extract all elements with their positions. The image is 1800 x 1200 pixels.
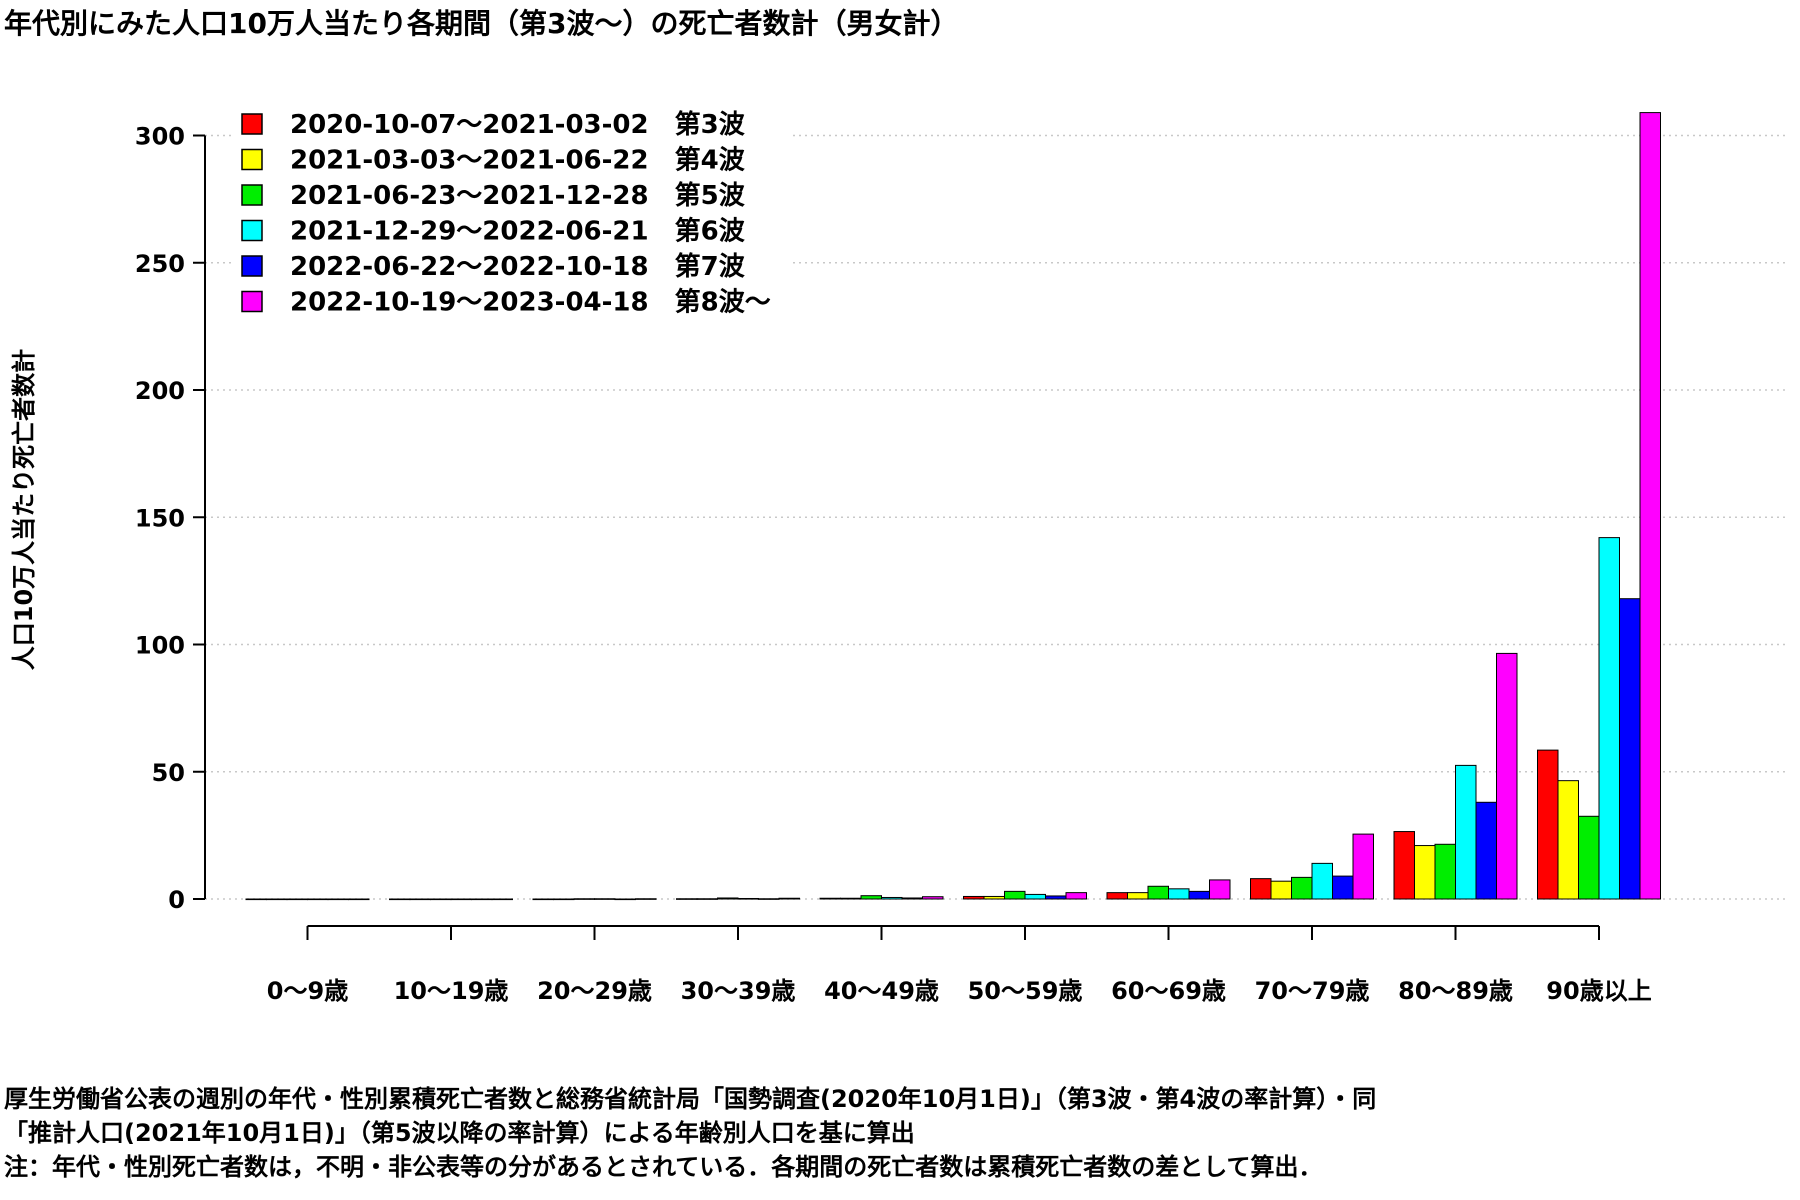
- x-tick-label: 30～39歳: [681, 977, 796, 1005]
- x-tick-label: 60～69歳: [1111, 977, 1226, 1005]
- bar-chart: 0 50 100 150 200 250 300 人口10万人当たり死亡者数計 0～9歳 10～1…: [10, 98, 1785, 1005]
- bar: [1024, 893, 1046, 900]
- bar: [860, 895, 882, 900]
- legend-swatch: [241, 255, 263, 277]
- legend-label: 2021-12-29～2022-06-21 第6波: [290, 216, 746, 247]
- bar: [1250, 878, 1272, 900]
- bar: [922, 896, 944, 900]
- bar: [553, 898, 575, 901]
- bar: [409, 898, 431, 901]
- bar: [1270, 880, 1292, 900]
- x-tick-label: 10～19歳: [394, 977, 509, 1005]
- legend-label: 2021-06-23～2021-12-28 第5波: [290, 180, 746, 211]
- bar: [450, 898, 472, 901]
- bar: [1619, 598, 1641, 900]
- legend-label: 2022-06-22～2022-10-18 第7波: [290, 251, 746, 282]
- x-tick-label: 20～29歳: [537, 977, 652, 1005]
- bar: [819, 897, 841, 900]
- bar: [1291, 876, 1313, 900]
- bar: [491, 898, 513, 901]
- bar: [1598, 537, 1620, 900]
- bar: [307, 898, 329, 901]
- bar: [1332, 875, 1354, 900]
- bar: [1557, 780, 1579, 900]
- bar: [696, 898, 718, 900]
- source-note-line-2: 「推計人口(2021年10月1日)」（第5波以降の率計算）による年齢別人口を基に…: [4, 1119, 915, 1147]
- bar: [1352, 833, 1374, 900]
- y-tick-label: 100: [135, 632, 185, 660]
- bar: [1434, 843, 1456, 900]
- bar: [1537, 749, 1559, 900]
- bar: [1393, 831, 1415, 900]
- bar: [327, 898, 349, 901]
- source-notes: 厚生労働省公表の週別の年代・性別累積死亡者数と総務省統計局「国勢調査(2020年…: [4, 1082, 1376, 1184]
- bar: [1496, 652, 1518, 900]
- bar: [1127, 892, 1149, 900]
- y-tick-label: 200: [135, 377, 185, 405]
- bar: [471, 898, 493, 901]
- bar: [1414, 845, 1436, 900]
- bar: [983, 895, 1005, 900]
- bar: [286, 898, 308, 901]
- bar: [1065, 892, 1087, 900]
- bar: [737, 897, 759, 900]
- bar: [1188, 890, 1210, 900]
- x-tick-label: 50～59歳: [968, 977, 1083, 1005]
- bar: [778, 897, 800, 900]
- bar: [1209, 879, 1231, 900]
- y-tick-label: 50: [152, 759, 185, 787]
- legend-swatch: [241, 184, 263, 206]
- y-axis-label: 人口10万人当たり死亡者数計: [10, 349, 38, 670]
- legend-swatch: [241, 290, 263, 313]
- bar: [532, 898, 554, 901]
- y-tick-label: 0: [168, 886, 185, 914]
- legend-label: 2021-03-03～2021-06-22 第4波: [290, 145, 746, 176]
- bar: [1004, 890, 1026, 900]
- bar: [348, 898, 370, 901]
- legend-label: 2020-10-07～2021-03-02 第3波: [290, 109, 746, 140]
- bar: [717, 897, 739, 900]
- bar: [1475, 801, 1497, 900]
- bar: [635, 898, 657, 900]
- bar: [573, 898, 595, 900]
- bar: [840, 897, 862, 900]
- disclaimer-note: 注：年代・性別死亡者数は，不明・非公表等の分があるとされている．各期間の死亡者数…: [4, 1153, 1323, 1181]
- x-tick-label: 70～79歳: [1255, 977, 1370, 1005]
- bar: [963, 895, 985, 900]
- bar: [245, 898, 267, 901]
- bar: [758, 898, 780, 900]
- x-tick-label: 0～9歳: [267, 977, 348, 1005]
- y-tick-label: 150: [135, 504, 185, 532]
- bar: [1106, 892, 1128, 900]
- bar: [1639, 112, 1661, 900]
- x-tick-label: 80～89歳: [1398, 977, 1513, 1005]
- bar: [881, 896, 903, 900]
- legend-swatch: [241, 219, 263, 242]
- legend-background: [232, 98, 792, 326]
- bar: [389, 898, 411, 901]
- y-tick-label: 250: [135, 250, 185, 278]
- bar: [614, 898, 636, 901]
- legend-swatch: [241, 148, 263, 171]
- bar: [594, 898, 616, 900]
- bar: [676, 898, 698, 900]
- bar: [1578, 815, 1600, 900]
- legend-swatch: [241, 113, 263, 135]
- bar: [266, 898, 288, 901]
- bar: [1168, 888, 1190, 900]
- bar: [1455, 764, 1477, 900]
- chart-title: 年代別にみた人口10万人当たり各期間（第3波～）の死亡者数計（男女計）: [4, 7, 959, 40]
- bar: [1147, 885, 1169, 900]
- bar: [430, 898, 452, 901]
- bar: [1311, 862, 1333, 900]
- bar: [1045, 895, 1067, 900]
- x-tick-label: 90歳以上: [1546, 977, 1651, 1005]
- source-note-line-1: 厚生労働省公表の週別の年代・性別累積死亡者数と総務省統計局「国勢調査(2020年…: [4, 1085, 1377, 1113]
- bar: [901, 897, 923, 900]
- y-tick-label: 300: [135, 123, 185, 151]
- legend-label: 2022-10-19～2023-04-18 第8波～: [290, 287, 771, 318]
- x-tick-label: 40～49歳: [824, 977, 939, 1005]
